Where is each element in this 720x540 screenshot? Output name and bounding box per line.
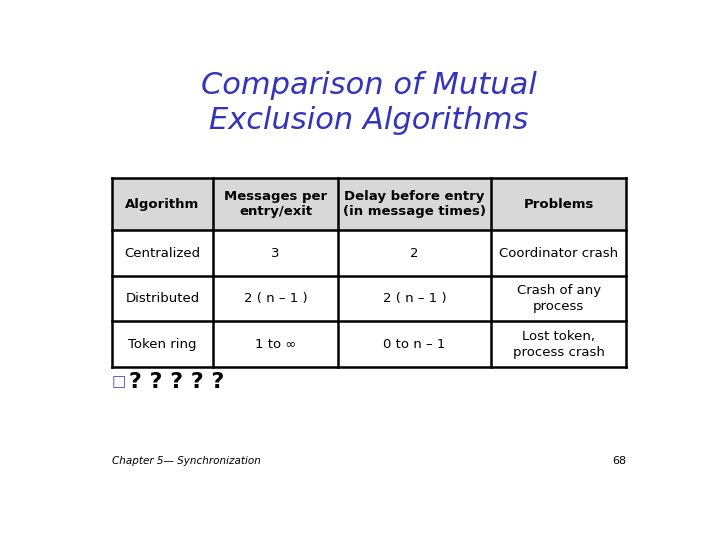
- Text: Distributed: Distributed: [125, 292, 199, 305]
- Text: Chapter 5— Synchronization: Chapter 5— Synchronization: [112, 456, 261, 467]
- Text: Token ring: Token ring: [128, 338, 197, 351]
- Text: Algorithm: Algorithm: [125, 198, 199, 211]
- Text: Comparison of Mutual
Exclusion Algorithms: Comparison of Mutual Exclusion Algorithm…: [201, 71, 537, 134]
- Text: □: □: [112, 375, 126, 389]
- Text: 3: 3: [271, 247, 280, 260]
- Text: Centralized: Centralized: [125, 247, 200, 260]
- Text: 2: 2: [410, 247, 419, 260]
- Text: 1 to ∞: 1 to ∞: [255, 338, 297, 351]
- Text: Lost token,
process crash: Lost token, process crash: [513, 330, 605, 359]
- Text: ? ? ? ? ?: ? ? ? ? ?: [129, 372, 224, 392]
- Text: 2 ( n – 1 ): 2 ( n – 1 ): [244, 292, 307, 305]
- Text: Crash of any
process: Crash of any process: [516, 284, 600, 313]
- Text: 2 ( n – 1 ): 2 ( n – 1 ): [383, 292, 446, 305]
- Text: Delay before entry
(in message times): Delay before entry (in message times): [343, 190, 486, 218]
- Text: Problems: Problems: [523, 198, 594, 211]
- Text: 0 to n – 1: 0 to n – 1: [383, 338, 446, 351]
- Text: 68: 68: [612, 456, 626, 467]
- Text: Messages per
entry/exit: Messages per entry/exit: [224, 190, 327, 218]
- Text: Coordinator crash: Coordinator crash: [499, 247, 618, 260]
